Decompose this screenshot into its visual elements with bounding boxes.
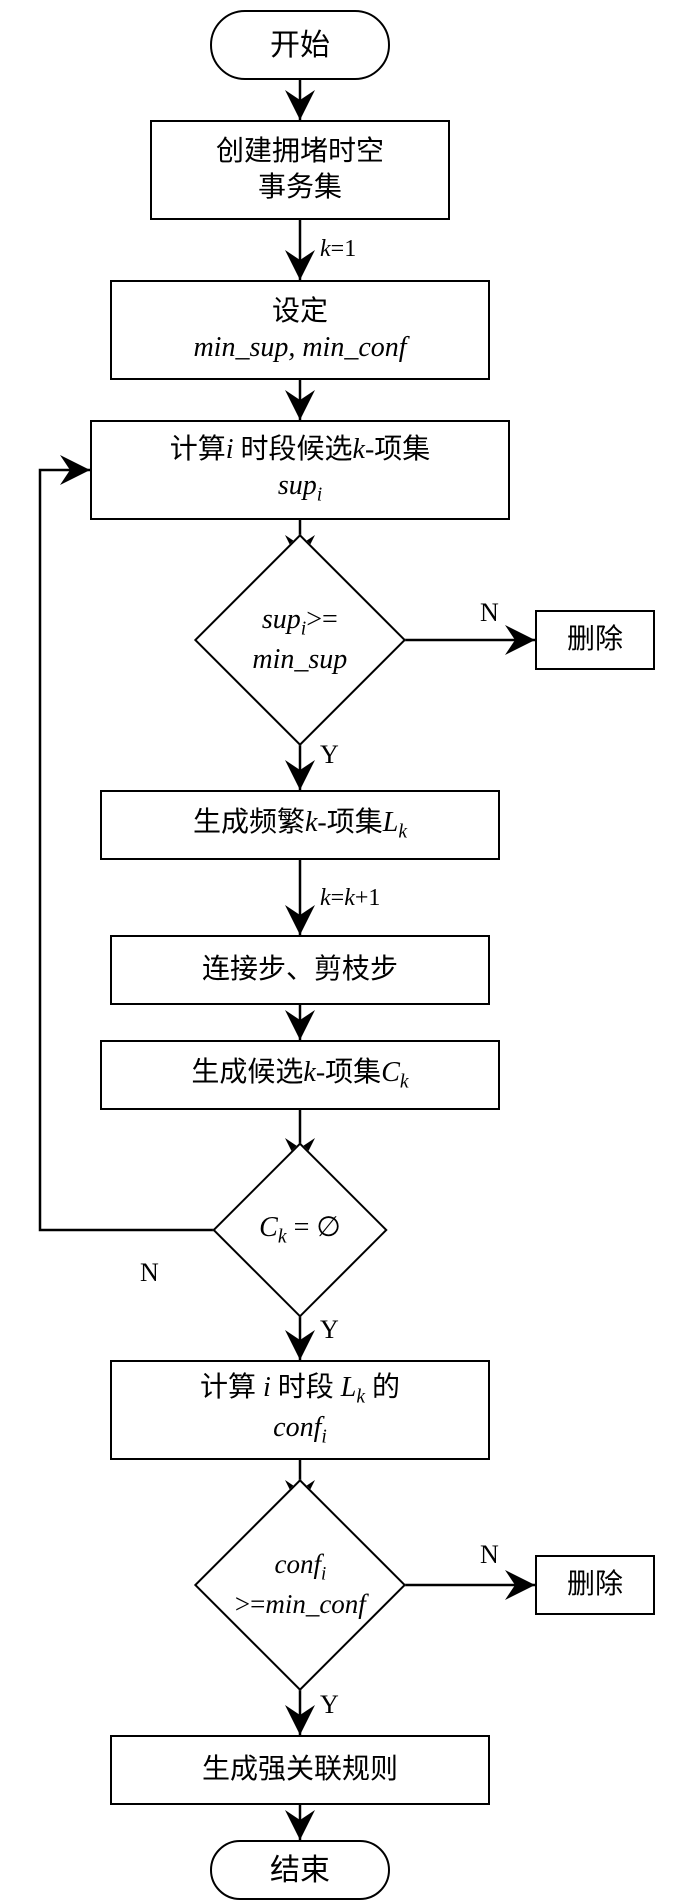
gen-rule-label: 生成强关联规则 xyxy=(202,1752,398,1788)
set-thresholds-label: 设定min_sup, min_conf xyxy=(193,294,406,367)
label-n2: N xyxy=(140,1258,159,1288)
calc-conf-node: 计算 i 时段 Lk 的confi xyxy=(110,1360,490,1460)
label-y2: Y xyxy=(320,1315,339,1345)
set-thresholds-node: 设定min_sup, min_conf xyxy=(110,280,490,380)
create-set-label: 创建拥堵时空事务集 xyxy=(216,134,384,207)
label-n1: N xyxy=(480,598,499,628)
gen-rule-node: 生成强关联规则 xyxy=(110,1735,490,1805)
create-set-node: 创建拥堵时空事务集 xyxy=(150,120,450,220)
label-y1: Y xyxy=(320,740,339,770)
gen-lk-label: 生成频繁k-项集Lk xyxy=(193,805,407,845)
decision-conf-node: confi>=min_conf xyxy=(194,1479,406,1691)
gen-ck-label: 生成候选k-项集Ck xyxy=(191,1055,408,1095)
calc-sup-node: 计算i 时段候选k-项集supi xyxy=(90,420,510,520)
start-node: 开始 xyxy=(210,10,390,80)
label-kpp: k=k+1 xyxy=(320,885,380,912)
decision-conf-label: confi>=min_conf xyxy=(227,1547,373,1622)
gen-lk-node: 生成频繁k-项集Lk xyxy=(100,790,500,860)
delete-2-label: 删除 xyxy=(567,1567,623,1603)
gen-ck-node: 生成候选k-项集Ck xyxy=(100,1040,500,1110)
label-k1: k=1 xyxy=(320,236,356,263)
label-n3: N xyxy=(480,1540,499,1570)
decision-ck-node: Ck = ∅ xyxy=(212,1142,387,1317)
join-prune-node: 连接步、剪枝步 xyxy=(110,935,490,1005)
delete-1-node: 删除 xyxy=(535,610,655,670)
start-label: 开始 xyxy=(270,26,330,65)
end-node: 结束 xyxy=(210,1840,390,1900)
calc-sup-label: 计算i 时段候选k-项集supi xyxy=(170,432,431,508)
decision-ck-label: Ck = ∅ xyxy=(240,1210,360,1250)
delete-1-label: 删除 xyxy=(567,622,623,658)
delete-2-node: 删除 xyxy=(535,1555,655,1615)
decision-sup-node: supi>=min_sup xyxy=(194,534,406,746)
decision-sup-label: supi>=min_sup xyxy=(227,602,373,678)
calc-conf-label: 计算 i 时段 Lk 的confi xyxy=(200,1370,400,1450)
label-y3: Y xyxy=(320,1690,339,1720)
end-label: 结束 xyxy=(270,1851,330,1890)
join-prune-label: 连接步、剪枝步 xyxy=(202,952,398,988)
